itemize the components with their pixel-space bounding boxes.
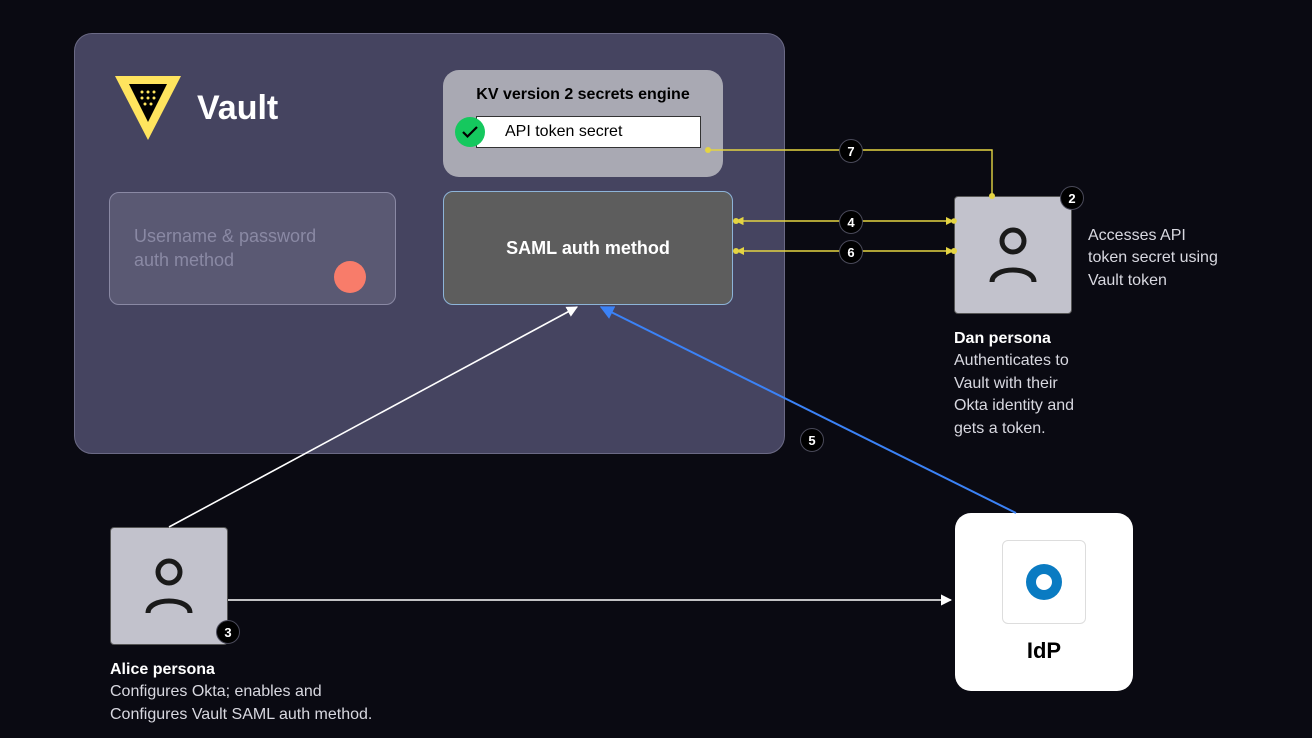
check-icon bbox=[455, 117, 485, 147]
user-icon bbox=[986, 226, 1040, 284]
vault-logo: Vault bbox=[115, 76, 278, 140]
step-badge-4: 4 bbox=[839, 210, 863, 234]
userpass-label: Username & password auth method bbox=[134, 225, 316, 272]
dan-caption: Dan persona Authenticates to Vault with … bbox=[954, 328, 1074, 440]
saml-auth-box: SAML auth method bbox=[443, 191, 733, 305]
idp-logo-icon bbox=[1002, 540, 1086, 624]
idp-label: IdP bbox=[1027, 638, 1061, 664]
step-badge-2: 2 bbox=[1060, 186, 1084, 210]
step-badge-5: 5 bbox=[800, 428, 824, 452]
userpass-auth-box: Username & password auth method bbox=[109, 192, 396, 305]
dan-persona-box bbox=[954, 196, 1072, 314]
alice-caption: Alice persona Configures Okta; enables a… bbox=[110, 659, 372, 726]
vault-triangle-icon bbox=[115, 76, 181, 140]
alice-persona-box bbox=[110, 527, 228, 645]
kv-secrets-box: KV version 2 secrets engine API token se… bbox=[443, 70, 723, 177]
secret-row: API token secret bbox=[465, 116, 701, 148]
saml-label: SAML auth method bbox=[506, 238, 670, 259]
secret-field: API token secret bbox=[476, 116, 701, 148]
idp-box: IdP bbox=[955, 513, 1133, 691]
vault-logo-text: Vault bbox=[197, 89, 278, 128]
status-dot-icon bbox=[334, 261, 366, 293]
step-badge-7: 7 bbox=[839, 139, 863, 163]
user-icon bbox=[142, 557, 196, 615]
dan-side-caption: Accesses API token secret using Vault to… bbox=[1088, 225, 1218, 292]
step-badge-3: 3 bbox=[216, 620, 240, 644]
kv-title: KV version 2 secrets engine bbox=[465, 86, 701, 104]
step-badge-6: 6 bbox=[839, 240, 863, 264]
